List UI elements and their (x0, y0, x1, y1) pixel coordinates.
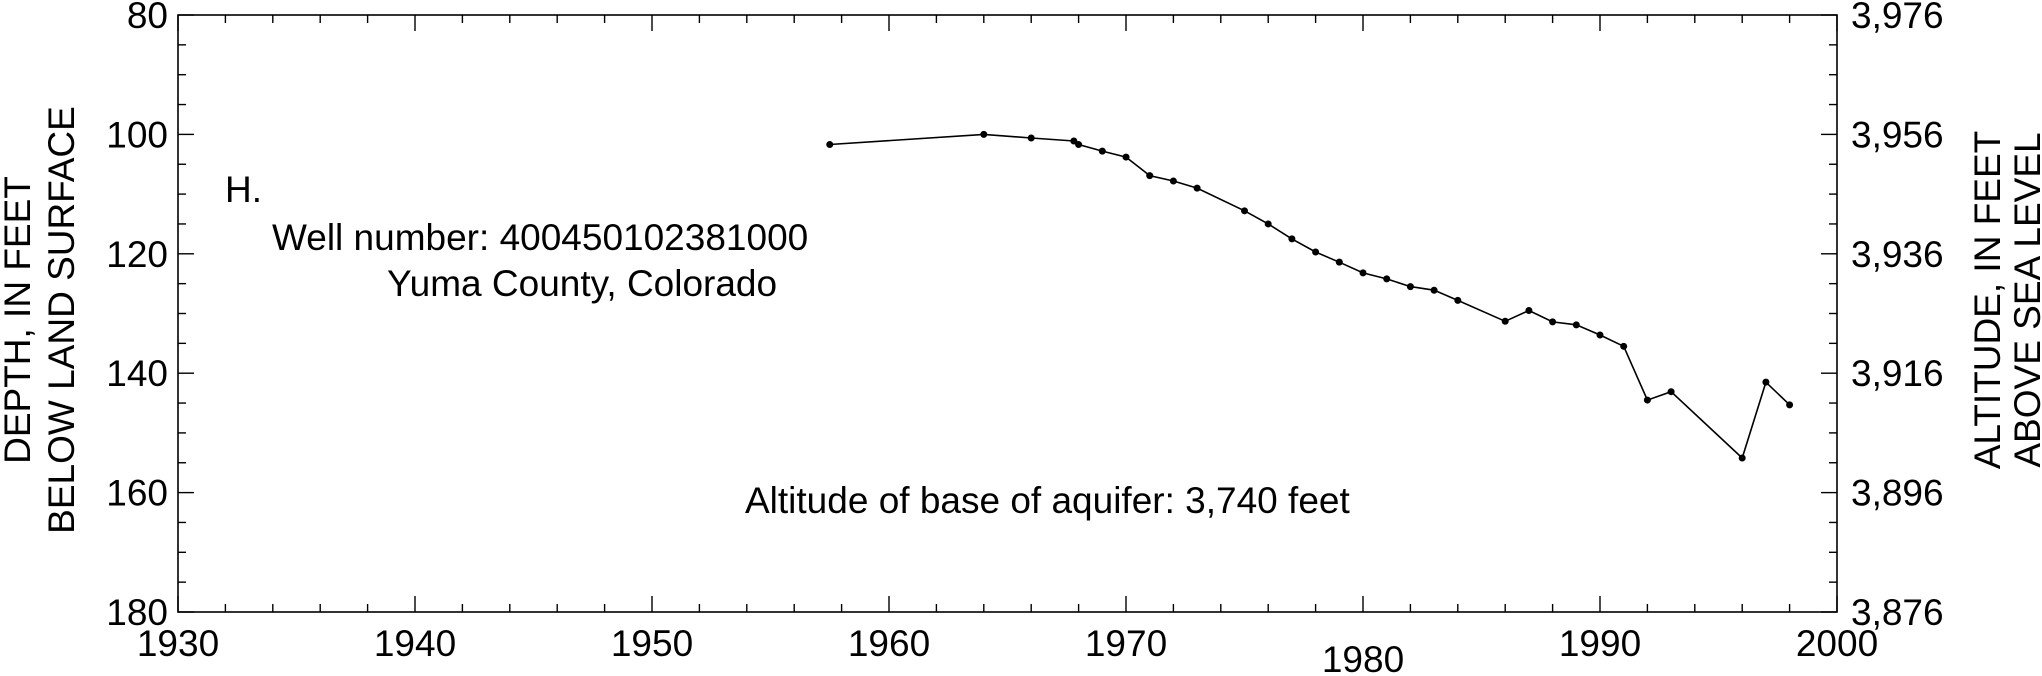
data-point (1070, 137, 1078, 145)
left-axis-title-line1: DEPTH, IN FEET (0, 176, 38, 464)
x-tick-label: 1950 (611, 623, 693, 664)
data-point (1312, 248, 1320, 256)
panel-label: H. (225, 169, 262, 210)
right-y-tick-label: 3,956 (1851, 114, 1944, 155)
x-tick-label: 2000 (1796, 623, 1878, 664)
data-point (1572, 321, 1580, 329)
water-level-points (826, 130, 1794, 462)
left-y-tick-label: 180 (106, 592, 168, 633)
right-axis-title-line1: ALTITUDE, IN FEET (1967, 131, 2008, 470)
x-tick-label: 1940 (374, 623, 456, 664)
left-axis-title-line2: BELOW LAND SURFACE (41, 106, 82, 534)
left-y-tick-label: 80 (127, 0, 168, 36)
right-y-tick-label: 3,876 (1851, 592, 1944, 633)
x-tick-label: 1990 (1559, 623, 1641, 664)
data-point (1643, 396, 1651, 404)
right-y-tick-label: 3,896 (1851, 473, 1944, 514)
data-point (1075, 141, 1083, 149)
data-point (1146, 172, 1154, 180)
x-tick-labels: 1930 1940 1950 1960 1970 1980 1990 2000 (137, 623, 1878, 676)
right-y-tick-label: 3,936 (1851, 234, 1944, 275)
right-y-tick-label: 3,916 (1851, 353, 1944, 394)
data-point (1359, 269, 1367, 277)
plot-frame (177, 14, 1838, 613)
data-point (1667, 388, 1675, 396)
plot-border (177, 14, 1838, 613)
data-point (1738, 454, 1746, 462)
data-point (1193, 184, 1201, 192)
data-point (1454, 296, 1462, 304)
right-y-tick-label: 3,976 (1851, 0, 1944, 36)
left-y-tick-label: 140 (106, 353, 168, 394)
data-point (1122, 153, 1130, 161)
aquifer-base-annotation: Altitude of base of aquifer: 3,740 feet (745, 480, 1350, 521)
data-point (1525, 307, 1533, 315)
data-point (980, 130, 988, 138)
data-point (1430, 286, 1438, 294)
well-number-annotation: Well number: 400450102381000 (272, 217, 808, 258)
right-y-tick-labels: 3,976 3,956 3,936 3,916 3,896 3,876 (1851, 0, 1944, 633)
data-point (1098, 147, 1106, 155)
data-point (1169, 177, 1177, 185)
left-y-tick-label: 120 (106, 234, 168, 275)
x-tick-label: 1930 (137, 623, 219, 664)
county-annotation: Yuma County, Colorado (387, 263, 777, 304)
x-tick-label: 1980 (1322, 639, 1404, 676)
data-point (1383, 275, 1391, 283)
data-point (1288, 235, 1296, 243)
axis-ticks (177, 14, 1838, 613)
right-axis-title-line2: ABOVE SEA LEVEL (2007, 132, 2042, 467)
left-y-tick-label: 160 (106, 473, 168, 514)
data-point (1762, 378, 1770, 386)
data-point (1786, 401, 1794, 409)
left-y-tick-label: 100 (106, 114, 168, 155)
data-point (826, 141, 834, 149)
data-point (1264, 220, 1272, 228)
data-point (1596, 331, 1604, 339)
data-point (1335, 258, 1343, 266)
data-point (1406, 283, 1414, 291)
data-point (1241, 207, 1248, 215)
data-point (1620, 342, 1628, 350)
x-tick-label: 1960 (848, 623, 930, 664)
left-y-tick-labels: 80 100 120 140 160 180 (106, 0, 168, 633)
data-point (1549, 318, 1557, 326)
water-level-series-line (829, 133, 1791, 460)
data-point (1501, 317, 1509, 325)
data-point (1027, 134, 1035, 142)
x-tick-label: 1970 (1085, 623, 1167, 664)
